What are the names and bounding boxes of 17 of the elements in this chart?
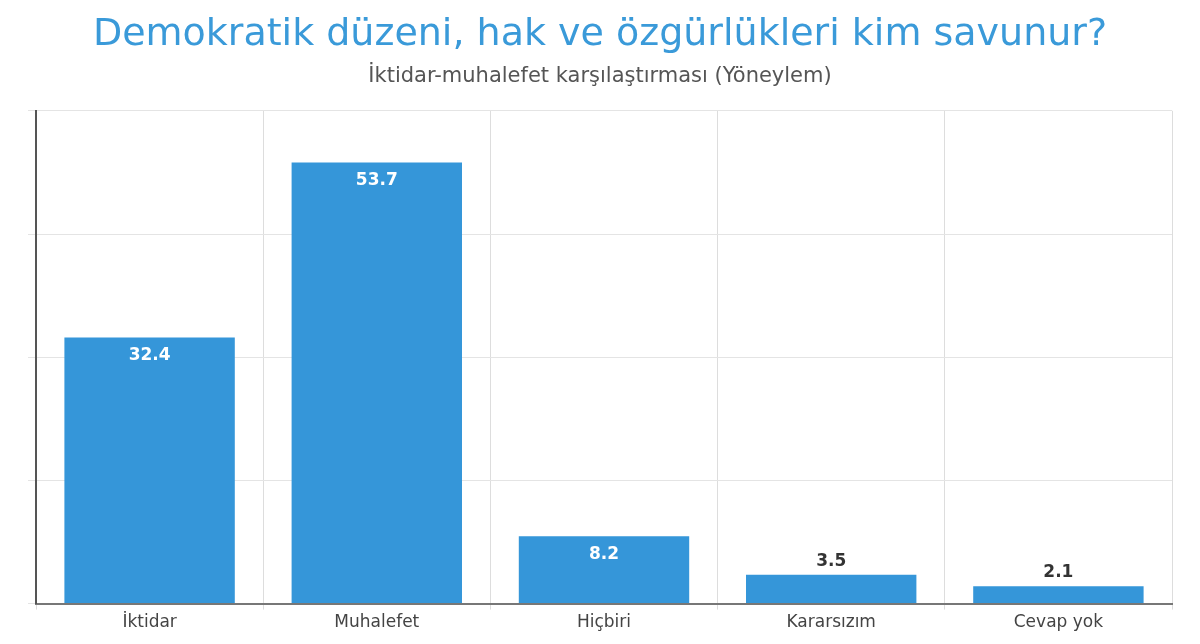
bar <box>291 162 462 604</box>
data-label: 3.5 <box>816 549 847 570</box>
x-tick-label: Kararsızım <box>786 611 876 632</box>
data-label: 8.2 <box>588 543 620 564</box>
x-tick-label: Cevap yok <box>1013 611 1104 632</box>
x-tick-label: Hiçbiri <box>576 611 632 632</box>
bar <box>973 586 1144 604</box>
chart-subtitle: İktidar-muhalefet karşılaştırması (Yöneylem) <box>368 61 832 87</box>
bar <box>746 574 917 604</box>
bar <box>518 536 690 604</box>
bar <box>64 337 235 604</box>
data-label: 53.7 <box>355 169 398 190</box>
chart-title: Demokratik düzeni, hak ve özgürlükleri kim savunur? <box>92 9 1108 54</box>
data-label: 32.4 <box>128 344 171 365</box>
data-label: 2.1 <box>1043 561 1074 582</box>
x-tick-label: Muhalefet <box>334 611 420 632</box>
x-tick-label: İktidar <box>122 611 177 632</box>
